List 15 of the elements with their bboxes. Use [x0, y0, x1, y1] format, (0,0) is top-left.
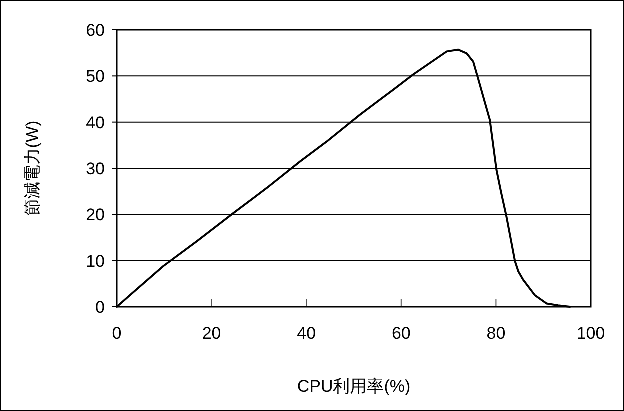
y-tick-label: 50: [86, 67, 105, 86]
y-tick-label: 60: [86, 21, 105, 40]
y-tick-label: 30: [86, 160, 105, 178]
x-tick-label: 40: [297, 324, 316, 343]
y-tick-label: 20: [86, 206, 105, 225]
y-tick-label: 40: [86, 113, 105, 132]
x-axis-title: CPU利用率(%): [297, 377, 411, 396]
x-tick-label: 100: [576, 324, 606, 343]
x-tick-label: 0: [112, 324, 122, 343]
x-tick-label: 80: [486, 324, 506, 343]
y-tick-label: 0: [96, 298, 105, 317]
y-axis-title: 節減電力(W): [23, 120, 42, 216]
x-tick-label: 60: [392, 324, 411, 343]
x-tick-label: 20: [202, 324, 222, 343]
y-tick-label: 10: [86, 252, 105, 271]
